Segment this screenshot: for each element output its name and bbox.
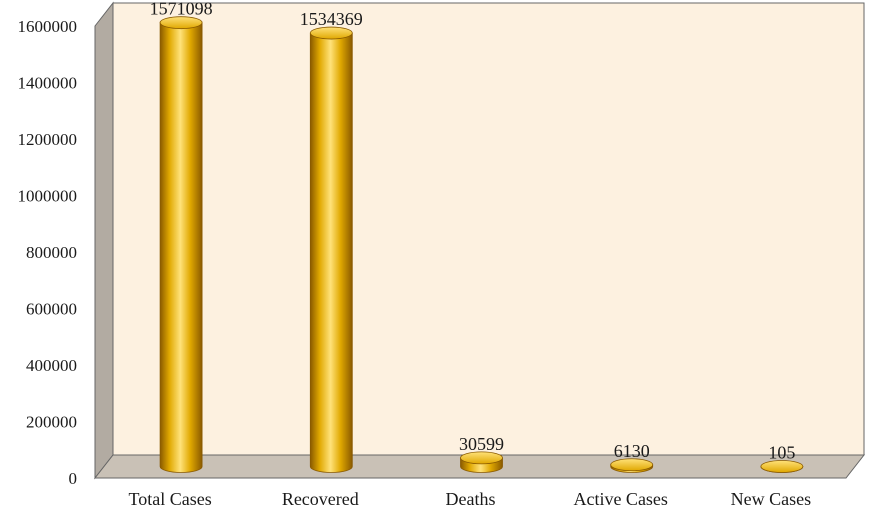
bar-cap bbox=[610, 458, 654, 472]
y-tick-label: 1200000 bbox=[18, 130, 78, 149]
x-category-label: Recovered bbox=[282, 489, 359, 509]
bar-cap bbox=[760, 460, 804, 473]
y-tick-label: 400000 bbox=[26, 356, 77, 375]
bar-cap bbox=[309, 26, 353, 40]
data-label: 6130 bbox=[614, 441, 650, 461]
bar-cap bbox=[159, 16, 203, 30]
y-tick-label: 0 bbox=[69, 469, 78, 488]
y-tick-label: 1600000 bbox=[18, 17, 78, 36]
data-label: 1571098 bbox=[150, 0, 213, 19]
y-tick-label: 1400000 bbox=[18, 74, 78, 93]
side-wall bbox=[94, 1, 114, 480]
data-label: 105 bbox=[768, 442, 795, 462]
y-tick-label: 800000 bbox=[26, 243, 77, 262]
y-tick-label: 1000000 bbox=[18, 187, 78, 206]
x-category-label: Active Cases bbox=[573, 489, 667, 509]
data-label: 30599 bbox=[459, 434, 504, 454]
bar bbox=[159, 22, 203, 473]
x-category-label: Total Cases bbox=[128, 489, 211, 509]
y-tick-label: 200000 bbox=[26, 413, 77, 432]
bar bbox=[309, 32, 353, 473]
x-category-label: New Cases bbox=[731, 489, 811, 509]
y-tick-label: 600000 bbox=[26, 300, 77, 319]
back-wall bbox=[112, 2, 865, 456]
bar-cap bbox=[460, 451, 503, 465]
x-category-label: Deaths bbox=[446, 489, 496, 509]
data-label: 1534369 bbox=[300, 9, 363, 29]
